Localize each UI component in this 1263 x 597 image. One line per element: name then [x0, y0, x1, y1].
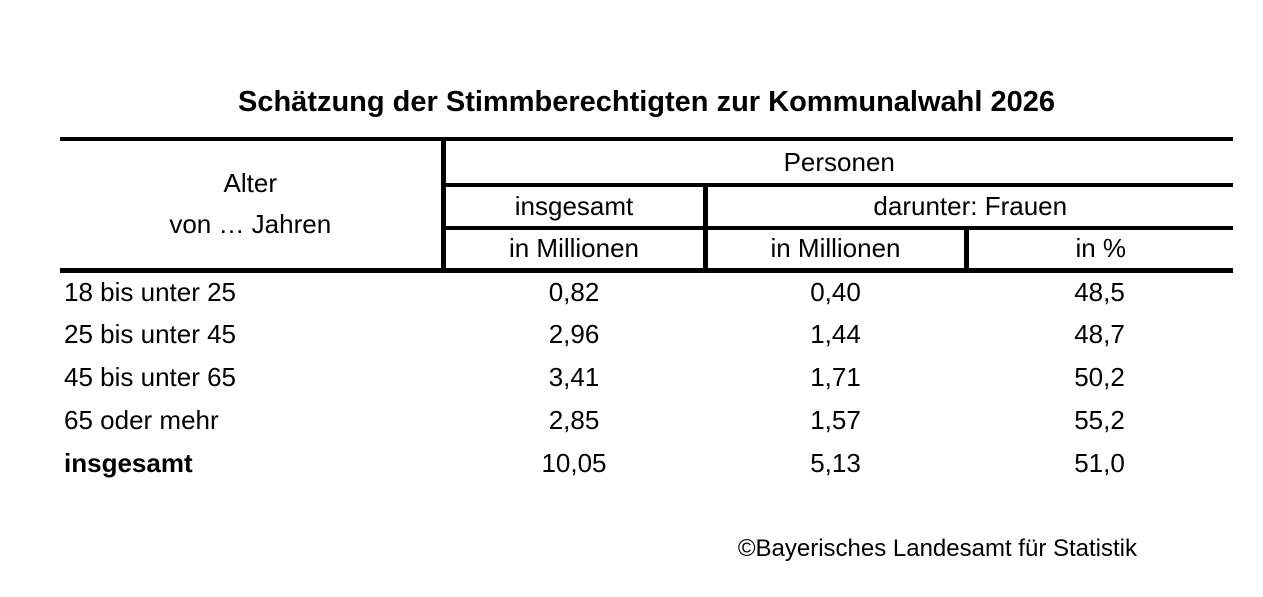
table-row: 45 bis unter 65 3,41 1,71 50,2	[60, 356, 1233, 399]
women-pct-cell: 48,7	[1074, 319, 1125, 349]
header-cell-age: Alter von … Jahren	[60, 139, 446, 273]
age-cell: insgesamt	[64, 448, 193, 478]
table-row-total: insgesamt 10,05 5,13 51,0	[60, 442, 1233, 485]
women-mio-cell: 0,40	[810, 277, 861, 308]
table-row: 18 bis unter 25 0,82 0,40 48,5	[60, 270, 1233, 313]
women-pct-cell: 51,0	[1074, 448, 1125, 478]
table-row: 25 bis unter 45 2,96 1,44 48,7	[60, 313, 1233, 356]
header-row-units: in Millionen in Millionen in %	[60, 228, 1233, 273]
voters-estimate-table: Alter von … Jahren Personen insgesamt da…	[60, 137, 1233, 485]
age-header-line1: Alter	[223, 167, 277, 198]
header-row-columns: insgesamt darunter: Frauen	[60, 185, 1233, 230]
age-cell: 18 bis unter 25	[64, 277, 237, 308]
women-mio-cell: 1,44	[810, 319, 861, 349]
age-cell: 25 bis unter 45	[64, 319, 237, 349]
header-cell-unit-total: in Millionen	[443, 228, 708, 273]
women-pct-cell: 50,2	[1074, 362, 1125, 392]
header-cell-personen: Personen	[443, 139, 1233, 187]
header-row-group: Alter von … Jahren Personen	[60, 139, 1233, 273]
women-mio-cell: 5,13	[810, 448, 861, 478]
copyright-credit: ©Bayerisches Landesamt für Statistik	[737, 535, 1137, 562]
total-mio-cell: 0,82	[548, 277, 600, 308]
total-mio-cell: 2,96	[548, 319, 600, 349]
women-pct-cell: 55,2	[1074, 405, 1125, 435]
table-row: 65 oder mehr 2,85 1,57 55,2	[60, 399, 1233, 442]
age-cell: 65 oder mehr	[64, 405, 219, 435]
total-mio-cell: 3,41	[548, 362, 600, 392]
age-header-line2: von … Jahren	[169, 209, 332, 240]
table-header: Alter von … Jahren Personen insgesamt da…	[60, 139, 1233, 273]
women-pct-cell: 48,5	[1074, 277, 1125, 308]
table-body: 18 bis unter 25 0,82 0,40 48,5 25 bis un…	[60, 270, 1233, 485]
page-title: Schätzung der Stimmberechtigten zur Komm…	[238, 86, 1055, 118]
header-cell-darunter-frauen: darunter: Frauen	[705, 185, 1233, 230]
women-mio-cell: 1,71	[810, 362, 861, 392]
header-cell-unit-women-percent: in %	[966, 228, 1233, 273]
age-cell: 45 bis unter 65	[64, 362, 237, 392]
women-mio-cell: 1,57	[810, 405, 861, 435]
total-mio-cell: 10,05	[541, 448, 607, 478]
header-cell-unit-women-millionen: in Millionen	[705, 228, 969, 273]
header-cell-insgesamt: insgesamt	[443, 185, 708, 230]
total-mio-cell: 2,85	[548, 405, 600, 435]
